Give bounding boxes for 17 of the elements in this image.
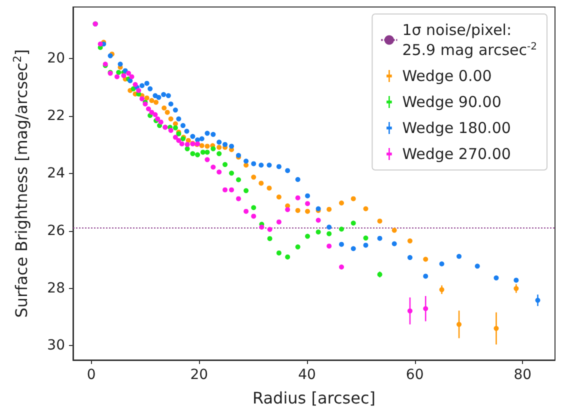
x-tick-label: 20 <box>190 367 208 383</box>
legend-label: Wedge 0.00 <box>402 67 492 85</box>
y-tick-label: 20 <box>47 50 65 67</box>
x-tick-label: 80 <box>514 367 532 383</box>
y-axis-title: Surface Brightness [mag/arcsec2] <box>11 49 31 318</box>
legend-label: Wedge 90.00 <box>402 93 502 111</box>
y-tick-label: 28 <box>47 280 65 296</box>
legend-label: Wedge 270.00 <box>402 145 511 163</box>
y-tick-label: 24 <box>47 165 66 182</box>
x-axis-title: Radius [arcsec] <box>252 388 376 408</box>
x-tick-label: 60 <box>406 367 424 383</box>
y-tick-label: 22 <box>47 108 65 124</box>
x-tick-label: 0 <box>86 367 96 383</box>
x-tick-label: 40 <box>298 367 316 383</box>
y-tick-label: 26 <box>47 222 66 239</box>
y-tick-label: 30 <box>47 338 65 354</box>
legend-label: Wedge 180.00 <box>402 119 511 137</box>
